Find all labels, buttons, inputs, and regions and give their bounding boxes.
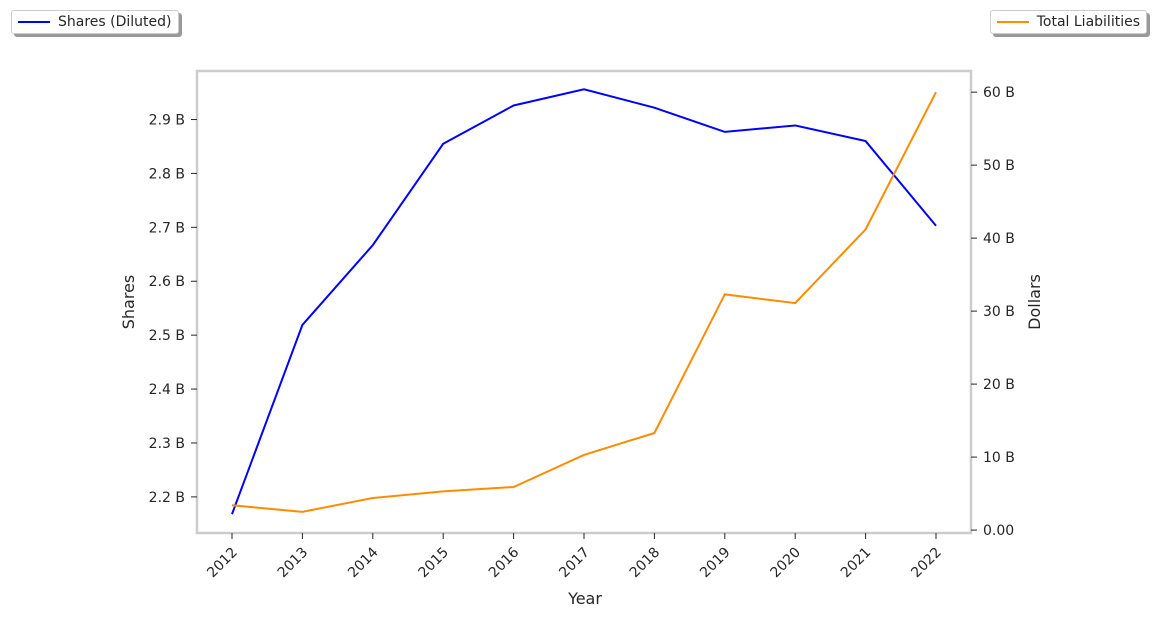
left-tick-label: 2.5 B [149, 328, 185, 344]
left-tick-label: 2.9 B [149, 113, 185, 129]
x-tick-label: 2015 [416, 545, 453, 582]
left-axis-label: Shares [119, 275, 138, 330]
left-tick-label: 2.4 B [149, 382, 185, 398]
legend-label: Total Liabilities [1036, 14, 1140, 30]
plot-frame [195, 69, 973, 535]
series-line-total-liabilities [231, 91, 937, 513]
x-tick-label: 2022 [908, 545, 945, 582]
x-tick-label: 2018 [627, 545, 664, 582]
x-tick-label: 2013 [275, 545, 312, 582]
right-tick-label: 20 B [983, 377, 1015, 393]
legend-liabilities: Total Liabilities [989, 10, 1147, 34]
right-tick-label: 10 B [983, 450, 1015, 466]
right-tick-label: 50 B [983, 158, 1015, 174]
series-line-shares-diluted- [231, 88, 937, 515]
x-axis-label: Year [567, 589, 602, 608]
x-tick-label: 2021 [838, 545, 875, 582]
left-tick-label: 2.3 B [149, 436, 185, 452]
x-tick-label: 2014 [345, 544, 382, 581]
right-tick-label: 30 B [983, 304, 1015, 320]
legend-swatch [18, 21, 50, 23]
legend-swatch [996, 21, 1029, 23]
right-tick-label: 40 B [983, 231, 1015, 247]
legend-label: Shares (Diluted) [58, 14, 172, 30]
left-tick-label: 2.2 B [149, 490, 185, 506]
left-tick-label: 2.6 B [149, 274, 185, 290]
legend-shares: Shares (Diluted) [11, 10, 179, 34]
x-tick-label: 2017 [556, 545, 593, 582]
right-axis-label: Dollars [1025, 274, 1044, 330]
x-tick-label: 2016 [486, 544, 523, 581]
left-tick-label: 2.7 B [149, 220, 185, 236]
x-tick-label: 2012 [204, 545, 241, 582]
right-tick-label: 0.00 [983, 523, 1014, 539]
x-tick-label: 2019 [697, 545, 734, 582]
x-tick-label: 2020 [768, 545, 805, 582]
left-tick-label: 2.8 B [149, 166, 185, 182]
right-tick-label: 60 B [983, 85, 1015, 101]
